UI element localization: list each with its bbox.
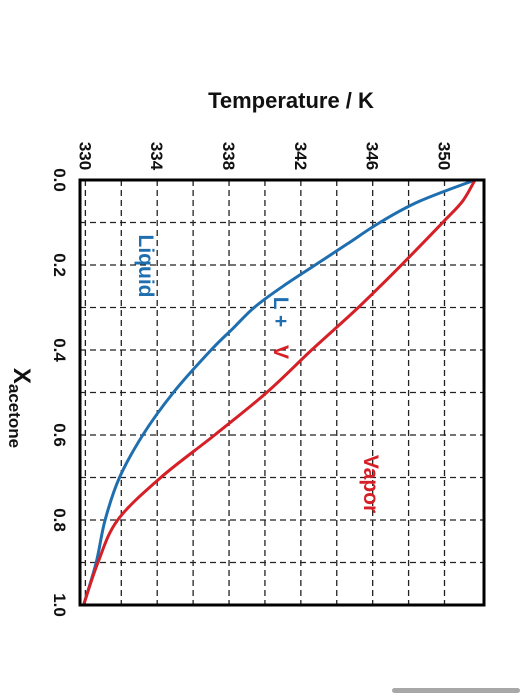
temperature-tick-labels: 330 334 338 342 346 350 <box>75 142 453 171</box>
annotation-v: V <box>269 345 292 359</box>
plot-frame <box>78 178 486 607</box>
x-axis-label-main: X <box>8 368 35 384</box>
chart-title: Temperature / K <box>208 88 374 113</box>
x-tick-label: 0.8 <box>50 508 69 532</box>
temperature-tick-label: 342 <box>291 142 310 170</box>
x-tick-label: 1.0 <box>50 593 69 617</box>
temperature-tick-label: 334 <box>147 142 166 171</box>
x-tick-label: 0.6 <box>50 423 69 447</box>
x-axis-label: Xacetone <box>5 368 35 448</box>
x-tick-label: 0.4 <box>50 338 69 362</box>
series-line-liquid <box>82 178 477 607</box>
series-line-vapor <box>82 178 477 607</box>
x-tick-labels: 0.0 0.2 0.4 0.6 0.8 1.0 <box>50 168 69 617</box>
annotation-l-plus: L + <box>269 297 292 328</box>
home-indicator-bar <box>392 688 520 693</box>
series-layer <box>82 178 477 607</box>
temperature-tick-label: 346 <box>363 142 382 170</box>
annotation-vapor: Vapor <box>359 455 382 513</box>
temperature-tick-label: 330 <box>75 142 94 170</box>
annotation-liquid: Liquid <box>134 235 157 298</box>
x-axis-label-subscript: acetone <box>5 384 24 448</box>
svg-text:Xacetone: Xacetone <box>5 368 35 448</box>
x-tick-label: 0.2 <box>50 253 69 277</box>
x-tick-label: 0.0 <box>50 168 69 192</box>
annotations: Liquid L + V Vapor <box>134 235 382 514</box>
temperature-tick-label: 350 <box>435 142 454 170</box>
temperature-tick-label: 338 <box>219 142 238 170</box>
